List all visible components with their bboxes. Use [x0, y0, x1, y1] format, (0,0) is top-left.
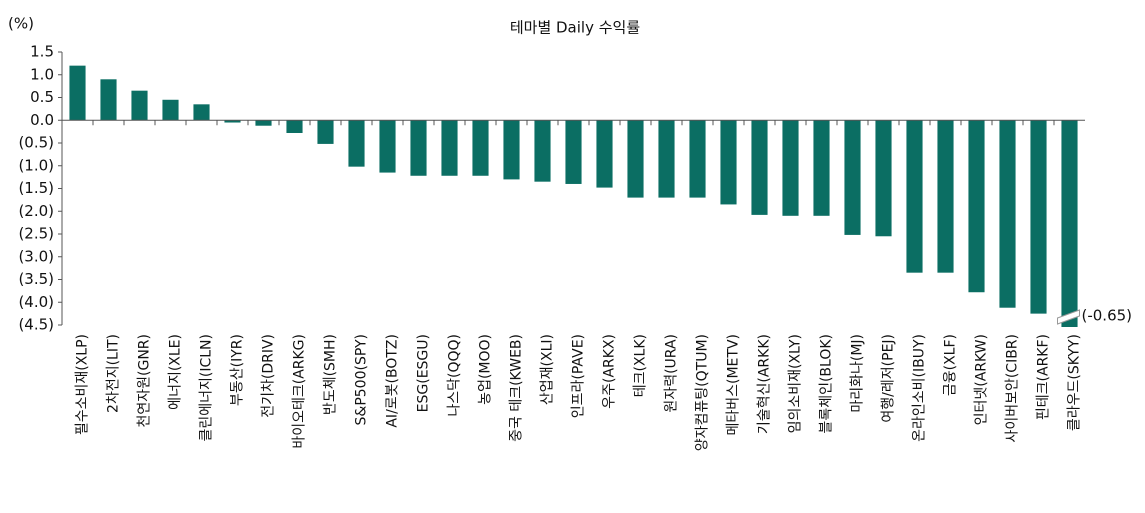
bar — [720, 120, 737, 205]
x-tick-label: 나스닥(QQQ) — [447, 334, 463, 417]
x-tick-label: 임의소비재(XLY) — [788, 334, 804, 433]
bar — [658, 120, 675, 198]
bar — [565, 120, 582, 184]
y-tick-label: (3.5) — [18, 270, 54, 288]
x-tick-label: 클린에너지(ICLN) — [199, 334, 215, 442]
x-tick-label: 클라우드(SKYY) — [1067, 334, 1083, 431]
bar — [813, 120, 830, 216]
bar — [782, 120, 799, 216]
bar — [100, 79, 117, 121]
bar — [534, 120, 551, 182]
x-tick-label: 인프라(PAVE) — [571, 334, 587, 418]
bar — [224, 120, 241, 123]
x-tick-label: 전기차(DRIV) — [261, 334, 277, 418]
bar — [131, 90, 148, 121]
x-tick-label: ESG(ESGU) — [416, 334, 432, 412]
x-tick-label: 우주(ARKX) — [602, 334, 618, 409]
y-tick-label: (4.5) — [18, 316, 54, 334]
x-tick-label: 인터넷(ARKW) — [974, 334, 990, 425]
bar — [751, 120, 768, 215]
x-tick-label: 부동산(IYR) — [230, 334, 246, 406]
y-tick-label: (4.0) — [18, 293, 54, 311]
x-tick-label: 핀테크(ARKF) — [1036, 334, 1052, 420]
y-tick-label: 0.0 — [30, 111, 54, 129]
x-tick-label: 기술혁신(ARKK) — [757, 334, 773, 434]
x-tick-label: 여행/레저(PEJ) — [881, 334, 897, 423]
x-tick-label: 마리화나(MJ) — [850, 334, 866, 413]
bar — [875, 120, 892, 237]
x-tick-label: 양자컴퓨팅(QTUM) — [695, 334, 711, 451]
bar — [69, 65, 86, 121]
x-tick-label: 사이버보안(CIBR) — [1005, 334, 1021, 443]
bar — [689, 120, 706, 198]
x-tick-label: S&P500(SPY) — [354, 334, 370, 425]
y-tick-label: (2.0) — [18, 202, 54, 220]
x-tick-label: 블록체인(BLOK) — [819, 334, 835, 434]
bar — [317, 120, 334, 144]
x-tick-label: 농업(MOO) — [478, 334, 494, 405]
x-tick-label: 중국 테크(KWEB) — [509, 334, 525, 442]
bar — [379, 120, 396, 173]
bar — [968, 120, 985, 293]
x-tick-label: 천연자원(GNR) — [137, 334, 153, 428]
annotation: (-0.65) — [1082, 307, 1133, 325]
y-tick-label: (2.5) — [18, 225, 54, 243]
x-tick-label: 온라인소비(IBUY) — [912, 334, 928, 442]
bar — [472, 120, 489, 176]
x-tick-label: 금융(XLF) — [943, 334, 959, 396]
bar — [193, 104, 210, 121]
x-tick-label: 2차전지(LIT) — [106, 334, 122, 413]
bar — [906, 120, 923, 273]
bar — [348, 120, 365, 167]
x-tick-label: 필수소비재(XLP) — [75, 334, 91, 435]
y-tick-label: (0.5) — [18, 134, 54, 152]
y-tick-label: (1.5) — [18, 179, 54, 197]
bar — [937, 120, 954, 273]
y-axis-label: (%) — [8, 15, 34, 33]
bars — [69, 65, 1078, 327]
bar — [1030, 120, 1047, 314]
y-tick-label: (1.0) — [18, 156, 54, 174]
x-tick-label: 테크(XLK) — [633, 334, 649, 397]
axis-break — [1057, 309, 1080, 325]
x-tick-label: 바이오테크(ARKG) — [292, 334, 308, 449]
bar — [255, 120, 272, 126]
y-tick-label: 1.5 — [30, 43, 54, 61]
bar — [441, 120, 458, 176]
bar — [1061, 120, 1078, 327]
x-tick-label: 반도체(SMH) — [323, 334, 339, 415]
bar — [162, 99, 179, 121]
x-tick-label: 메타버스(METV) — [726, 334, 742, 436]
bar — [844, 120, 861, 235]
bar — [596, 120, 613, 188]
x-tick-label: 산업재(XLI) — [540, 334, 556, 405]
x-tick-label: 에너지(XLE) — [168, 334, 184, 410]
y-tick-label: 0.5 — [30, 88, 54, 106]
bar — [627, 120, 644, 198]
x-tick-label: 원자력(URA) — [664, 334, 680, 413]
chart-title: 테마별 Daily 수익률 — [510, 19, 640, 37]
y-tick-label: 1.0 — [30, 65, 54, 83]
bar — [286, 120, 303, 133]
bar — [503, 120, 520, 180]
bar — [999, 120, 1016, 308]
x-tick-label: AI/로봇(BOTZ) — [385, 334, 401, 428]
y-tick-label: (3.0) — [18, 247, 54, 265]
bar — [410, 120, 427, 176]
